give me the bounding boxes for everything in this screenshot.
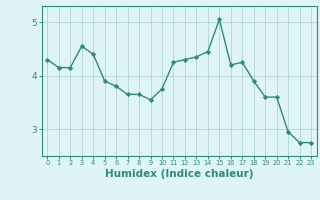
X-axis label: Humidex (Indice chaleur): Humidex (Indice chaleur) — [105, 169, 253, 179]
